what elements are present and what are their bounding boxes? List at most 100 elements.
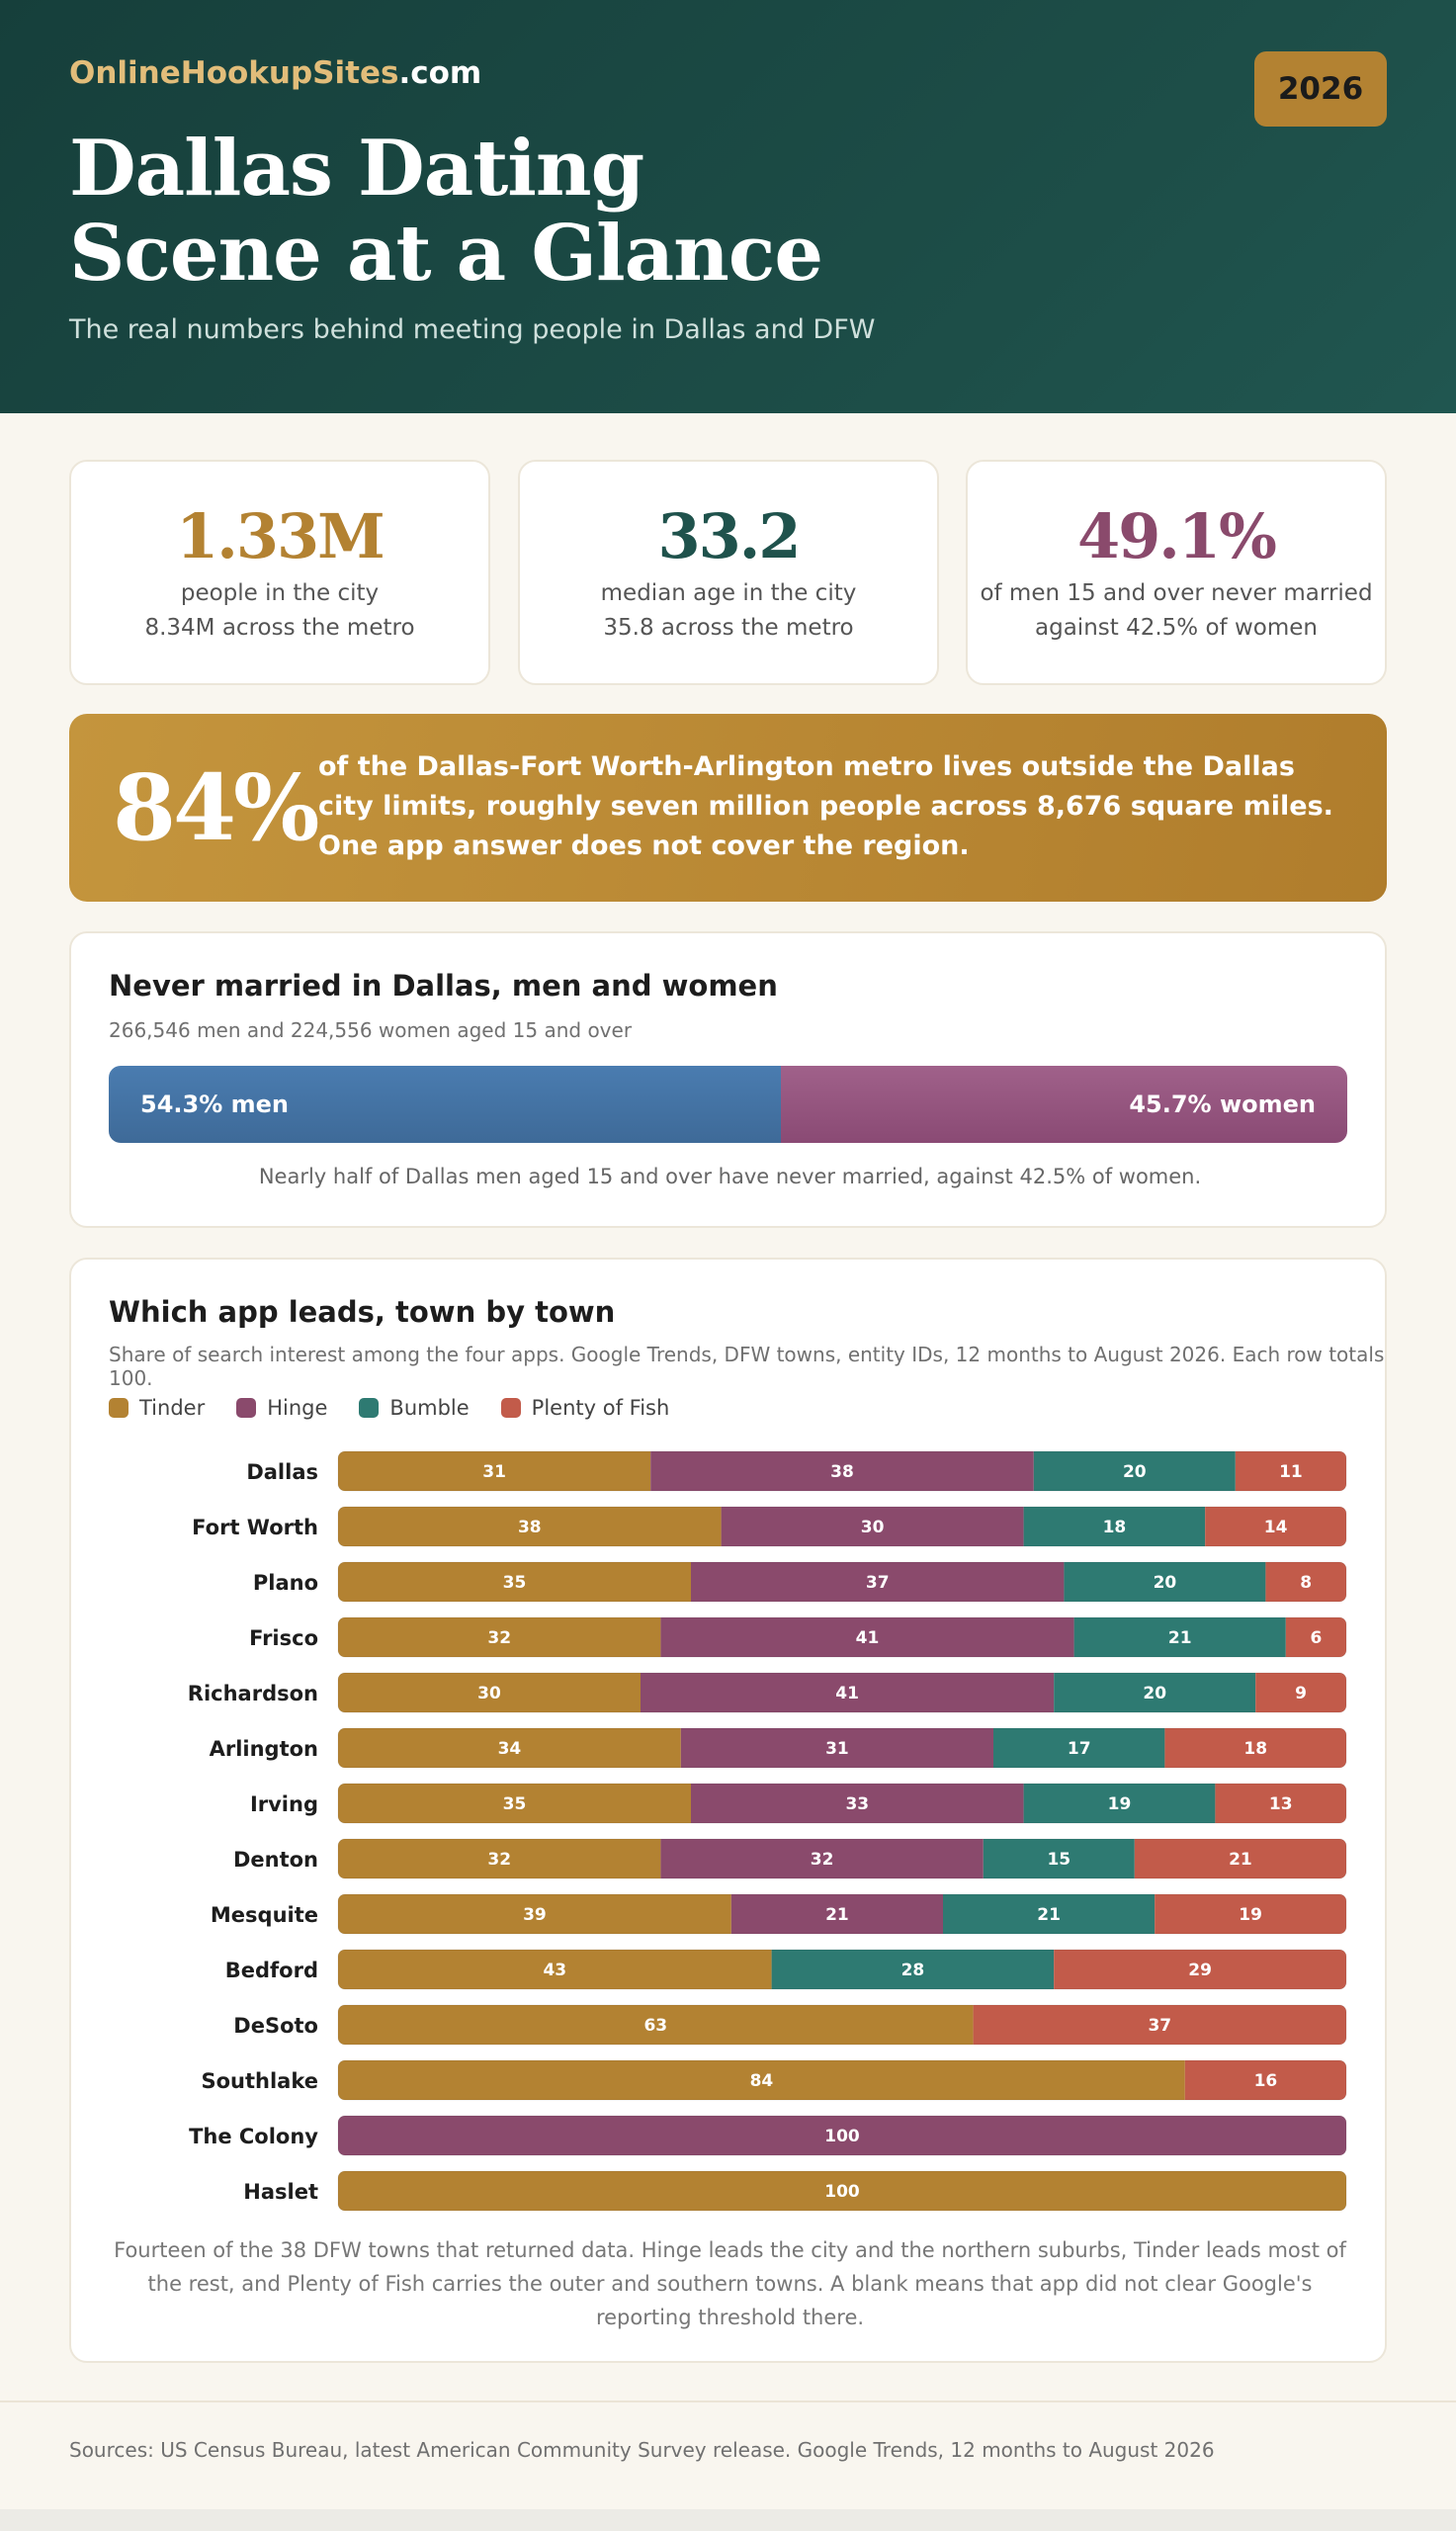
legend-swatch xyxy=(500,1398,521,1418)
bar-value-label: 13 xyxy=(1269,1794,1293,1814)
stacked-bar-chart: Dallas 31 38 20 11 Fort Worth 38 30 18 14 Plano 35 3… xyxy=(188,1450,1347,2212)
bar-row xyxy=(338,1562,1346,1602)
bar-row xyxy=(338,2116,1346,2155)
bar-value-label: 30 xyxy=(477,1684,501,1703)
bar-outline xyxy=(337,1783,1347,1824)
bar-value-label: 9 xyxy=(1295,1684,1307,1703)
bar-value-label: 19 xyxy=(1239,1905,1262,1925)
category-label: Haslet xyxy=(243,2180,318,2204)
stat-card-never-married: 49.1% of men 15 and over never married a… xyxy=(966,460,1387,685)
bar-value-label: 28 xyxy=(901,1961,925,1980)
bar-segment xyxy=(1285,1617,1346,1657)
bar-value-label: 20 xyxy=(1123,1462,1147,1482)
bar-value-label: 21 xyxy=(1168,1628,1192,1648)
bar-row xyxy=(338,2171,1346,2211)
category-label: Denton xyxy=(233,1848,318,1872)
bar-segment xyxy=(338,1673,641,1712)
bar-row xyxy=(338,1673,1346,1712)
sources-footer: Sources: US Census Bureau, latest Americ… xyxy=(0,2400,1456,2509)
legend-label: Plenty of Fish xyxy=(531,1396,670,1420)
bar-row xyxy=(338,1617,1346,1657)
legend-label: Tinder xyxy=(139,1396,206,1420)
stat-value: 1.33M xyxy=(176,500,385,572)
bar-segment xyxy=(1164,1728,1346,1768)
men-segment: 54.3% men xyxy=(109,1066,782,1143)
bar-outline xyxy=(337,1506,1347,1547)
bar-outline xyxy=(337,2004,1347,2046)
bar-segment xyxy=(1265,1562,1346,1602)
bar-segment xyxy=(650,1451,1034,1491)
bar-row xyxy=(338,1784,1346,1823)
stat-line: against 42.5% of women xyxy=(1035,615,1318,641)
bar-segment xyxy=(771,1950,1055,1989)
bar-value-label: 11 xyxy=(1279,1462,1303,1482)
category-label: Frisco xyxy=(249,1626,318,1650)
bar-outline xyxy=(337,1893,1347,1935)
bar-segment xyxy=(338,1451,651,1491)
chart-footnote: Fourteen of the 38 DFW towns that return… xyxy=(114,2238,1346,2329)
bar-segment xyxy=(1033,1451,1236,1491)
legend-label: Bumble xyxy=(389,1396,470,1420)
bar-value-label: 29 xyxy=(1188,1961,1212,1980)
legend-item: Tinder xyxy=(109,1396,205,1420)
women-label: 45.7% women xyxy=(1129,1091,1316,1118)
bar-value-label: 63 xyxy=(643,2016,667,2036)
bar-value-label: 31 xyxy=(482,1462,506,1482)
bar-segment xyxy=(1184,2060,1346,2100)
bar-value-label: 32 xyxy=(487,1850,511,1870)
bar-value-label: 100 xyxy=(824,2182,860,2202)
stat-card-median-age: 33.2 median age in the city 35.8 across … xyxy=(518,460,939,685)
bar-row xyxy=(338,1894,1346,1934)
title-line-1: Dallas Dating xyxy=(69,124,644,214)
bar-segment xyxy=(983,1839,1135,1878)
women-segment: 45.7% women xyxy=(781,1066,1347,1143)
page-title: Dallas Dating Scene at a Glance xyxy=(69,127,959,297)
bar-value-label: 20 xyxy=(1154,1573,1177,1593)
bar-row xyxy=(338,1839,1346,1878)
page-subtitle: The real numbers behind meeting people i… xyxy=(69,314,876,345)
legend-swatch xyxy=(359,1398,380,1418)
bar-segment xyxy=(691,1562,1065,1602)
bar-value-label: 8 xyxy=(1300,1573,1312,1593)
bar-outline xyxy=(337,1672,1347,1713)
bar-segment xyxy=(993,1728,1165,1768)
gender-split-bar: 54.3% men 45.7% women xyxy=(109,1066,1347,1143)
stat-line: 8.34M across the metro xyxy=(144,615,415,641)
bar-value-label: 17 xyxy=(1068,1739,1091,1759)
panel-subtitle: Share of search interest among the four … xyxy=(109,1343,1385,1390)
chart-legend: Tinder Hinge Bumble Plenty of Fish xyxy=(109,1396,669,1420)
bar-segment xyxy=(1235,1451,1346,1491)
stat-value: 33.2 xyxy=(657,500,801,572)
bar-value-label: 34 xyxy=(498,1739,522,1759)
category-label: Dallas xyxy=(246,1460,318,1484)
category-label: DeSoto xyxy=(233,2014,318,2038)
bar-value-label: 37 xyxy=(866,1573,890,1593)
brand-logo[interactable]: OnlineHookupSites.com xyxy=(69,55,481,91)
never-married-panel: Never married in Dallas, men and women 2… xyxy=(69,931,1387,1228)
bar-value-label: 39 xyxy=(523,1905,547,1925)
bar-value-label: 43 xyxy=(543,1961,566,1980)
bar-outline xyxy=(337,2170,1347,2212)
bar-value-label: 32 xyxy=(487,1628,511,1648)
metro-callout: 84% of the Dallas-Fort Worth-Arlington m… xyxy=(69,714,1387,902)
bar-segment xyxy=(641,1673,1055,1712)
bar-value-label: 100 xyxy=(824,2127,860,2146)
category-label: Richardson xyxy=(188,1682,318,1705)
bar-value-label: 18 xyxy=(1103,1518,1127,1537)
bar-segment xyxy=(1064,1562,1266,1602)
bar-value-label: 41 xyxy=(856,1628,880,1648)
bar-segment xyxy=(338,1894,731,1934)
bar-value-label: 38 xyxy=(830,1462,854,1482)
callout-text: of the Dallas-Fort Worth-Arlington metro… xyxy=(318,751,1333,861)
stat-line: of men 15 and over never married xyxy=(980,580,1373,606)
bar-row xyxy=(338,1950,1346,1989)
legend-label: Hinge xyxy=(267,1396,328,1420)
bar-outline xyxy=(337,1838,1347,1879)
brand-tld: .com xyxy=(398,55,482,91)
bar-segment xyxy=(1054,1950,1346,1989)
bar-segment xyxy=(338,1839,661,1878)
legend-item: Hinge xyxy=(236,1396,327,1420)
bar-value-label: 21 xyxy=(1037,1905,1061,1925)
bar-value-label: 33 xyxy=(845,1794,869,1814)
bar-segment xyxy=(1134,1839,1346,1878)
